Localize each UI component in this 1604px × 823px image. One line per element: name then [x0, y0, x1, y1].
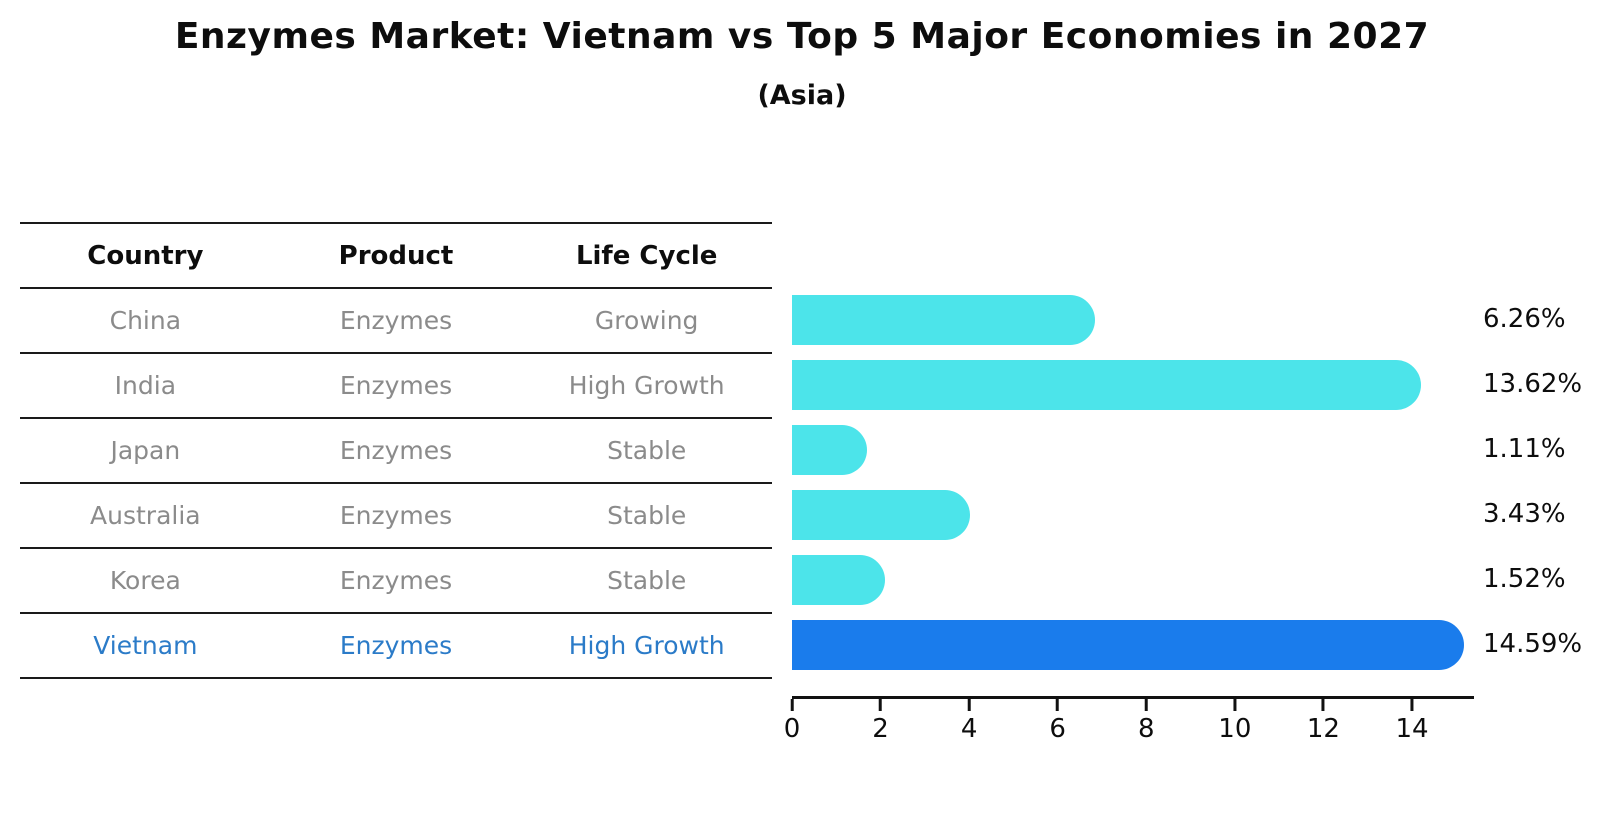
x-tick: 0: [783, 696, 801, 744]
table-row-australia: Australia Enzymes Stable: [20, 482, 772, 547]
x-axis: 0 2 4 6 8 10 12 14: [784, 696, 1474, 756]
bar-china: [792, 294, 1096, 345]
cell-life-cycle: Stable: [607, 436, 687, 465]
x-tick-label: 8: [1138, 714, 1155, 744]
table-header-life-cycle: Life Cycle: [575, 240, 718, 271]
bar-australia: [792, 489, 970, 540]
value-label-korea: 1.52%: [1483, 564, 1566, 594]
x-tick: 4: [960, 696, 978, 744]
value-label-vietnam: 14.59%: [1483, 629, 1583, 659]
x-tick-label: 6: [1049, 714, 1066, 744]
cell-product: Enzymes: [339, 566, 453, 595]
x-tick-mark: [1410, 699, 1414, 711]
chart-subtitle: (Asia): [757, 80, 847, 111]
table-row-korea: Korea Enzymes Stable: [20, 547, 772, 612]
x-tick-mark: [790, 699, 794, 711]
x-tick-label: 0: [783, 714, 801, 744]
cell-product: Enzymes: [339, 306, 453, 335]
info-table: Country Product Life Cycle China Enzymes…: [20, 222, 772, 679]
x-tick-label: 10: [1218, 714, 1252, 744]
bar-plot: [792, 287, 1474, 677]
x-tick-mark: [967, 699, 971, 711]
x-tick-label: 14: [1395, 714, 1429, 744]
table-header-country: Country: [87, 240, 204, 271]
cell-life-cycle: Growing: [594, 306, 699, 335]
bar-row: [792, 612, 1474, 677]
x-tick-label: 2: [872, 714, 889, 744]
x-tick: 8: [1138, 696, 1155, 744]
x-tick: 10: [1218, 696, 1251, 744]
cell-life-cycle: High Growth: [568, 631, 725, 660]
x-tick-label: 12: [1306, 714, 1340, 744]
table-row-japan: Japan Enzymes Stable: [20, 417, 772, 482]
cell-country: Australia: [90, 501, 201, 530]
cell-country: Vietnam: [93, 631, 198, 660]
value-labels: 6.26% 13.62% 1.11% 3.43% 1.52% 14.59%: [1483, 287, 1603, 677]
x-tick-mark: [879, 699, 883, 711]
cell-life-cycle: Stable: [607, 566, 687, 595]
bar-japan: [792, 424, 868, 475]
x-tick-mark: [1056, 699, 1060, 711]
cell-country: Japan: [110, 436, 181, 465]
cell-country: China: [109, 306, 182, 335]
bar-row: [792, 547, 1474, 612]
value-label-australia: 3.43%: [1483, 499, 1566, 529]
x-tick-label: 4: [960, 714, 978, 744]
x-tick: 14: [1395, 696, 1429, 744]
table-row-vietnam: Vietnam Enzymes High Growth: [20, 612, 772, 679]
value-label-japan: 1.11%: [1483, 434, 1566, 464]
bar-row: [792, 287, 1474, 352]
cell-life-cycle: High Growth: [568, 371, 725, 400]
bar-vietnam: [792, 619, 1465, 670]
cell-product: Enzymes: [339, 631, 453, 660]
cell-product: Enzymes: [339, 501, 453, 530]
x-tick: 2: [872, 696, 889, 744]
bar-row: [792, 352, 1474, 417]
x-axis-spine: [792, 696, 1474, 699]
bar-row: [792, 482, 1474, 547]
x-tick-mark: [1233, 699, 1237, 711]
table-header-product: Product: [338, 240, 454, 271]
x-tick-mark: [1144, 699, 1148, 711]
cell-country: Korea: [109, 566, 181, 595]
cell-life-cycle: Stable: [607, 501, 687, 530]
table-header-row: Country Product Life Cycle: [20, 222, 772, 287]
cell-product: Enzymes: [339, 436, 453, 465]
value-label-india: 13.62%: [1483, 369, 1583, 399]
x-tick: 12: [1307, 696, 1340, 744]
chart-title: Enzymes Market: Vietnam vs Top 5 Major E…: [174, 16, 1430, 57]
bar-korea: [792, 554, 886, 605]
cell-country: India: [114, 371, 177, 400]
bar-india: [792, 359, 1422, 410]
x-tick: 6: [1049, 696, 1066, 744]
table-row-china: China Enzymes Growing: [20, 287, 772, 352]
cell-product: Enzymes: [339, 371, 453, 400]
value-label-china: 6.26%: [1483, 304, 1566, 334]
x-tick-mark: [1321, 699, 1325, 711]
table-row-india: India Enzymes High Growth: [20, 352, 772, 417]
bar-row: [792, 417, 1474, 482]
